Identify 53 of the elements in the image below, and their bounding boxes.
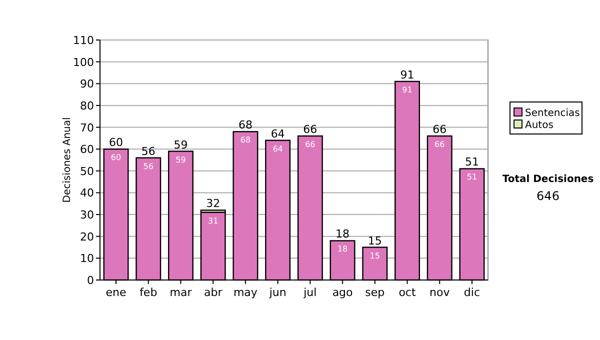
data-label: 56 — [143, 162, 154, 171]
legend-label: Autos — [525, 120, 554, 131]
data-label: 64 — [272, 144, 283, 154]
x-tick-label: jun — [268, 286, 286, 299]
y-tick-label: 100 — [73, 56, 94, 69]
y-tick-label: 110 — [73, 34, 94, 47]
x-tick-label: feb — [140, 286, 158, 299]
x-tick-label: jul — [302, 286, 317, 299]
x-tick-label: mar — [170, 286, 192, 299]
x-tick-label: ene — [106, 286, 126, 299]
data-label: 51 — [466, 172, 478, 182]
x-tick-label: dic — [464, 286, 480, 299]
total-label: 66 — [432, 123, 447, 136]
text: 646 — [536, 189, 560, 203]
data-label: 31 — [208, 216, 218, 226]
x-tick-label: ago — [332, 286, 354, 299]
y-tick-label: 70 — [80, 121, 94, 134]
total-label: 32 — [206, 197, 220, 210]
total-label: 68 — [238, 118, 252, 132]
x-tick-label: abr — [204, 286, 223, 299]
x-tick-label: sep — [365, 286, 385, 299]
total-label: 56 — [141, 144, 156, 158]
y-tick-label: 40 — [80, 186, 94, 200]
y-tick-label: 30 — [80, 208, 94, 222]
x-tick-label: nov — [430, 286, 450, 299]
y-tick-label: 60 — [80, 143, 94, 156]
total-label: 18 — [336, 228, 350, 241]
data-label: 66 — [305, 140, 316, 149]
total-label: 66 — [303, 123, 318, 136]
legend-label: Sentencias — [525, 108, 580, 119]
total-label: 59 — [174, 138, 188, 152]
y-axis-title: Decisiones Anual — [62, 117, 73, 203]
data-label: 59 — [176, 155, 186, 164]
data-label: 18 — [337, 244, 348, 254]
data-label: 68 — [240, 136, 251, 145]
y-tick-label: 50 — [80, 164, 94, 178]
y-tick-label: 80 — [80, 99, 94, 112]
total-label: 60 — [109, 136, 124, 150]
x-tick-label: oct — [398, 286, 416, 299]
total-label: 15 — [368, 234, 382, 248]
total-label: 64 — [270, 127, 285, 140]
data-label: 60 — [110, 153, 122, 162]
x-tick-label: may — [233, 286, 258, 299]
data-label: 66 — [434, 140, 445, 149]
total-label: 91 — [400, 68, 414, 82]
y-tick-label: 0 — [87, 274, 94, 287]
data-label: 91 — [402, 85, 412, 94]
y-tick-label: 20 — [80, 230, 94, 244]
text: Total Decisiones — [502, 174, 594, 185]
y-tick-label: 90 — [80, 78, 94, 91]
data-label: 15 — [370, 251, 380, 260]
total-label: 51 — [464, 156, 479, 169]
y-tick-label: 10 — [80, 252, 94, 266]
